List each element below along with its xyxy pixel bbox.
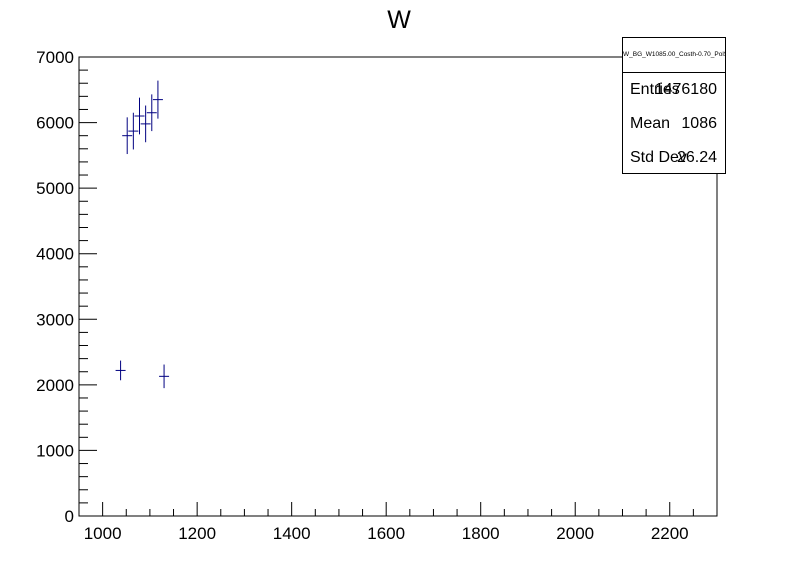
stats-entries-label: Entries (630, 81, 680, 98)
chart-title: W (387, 6, 411, 34)
plot-frame (78, 56, 718, 517)
x-tick-label: 1800 (462, 524, 500, 543)
y-tick-label: 6000 (36, 114, 74, 133)
stats-box: W_BG_W1085.00_Costh-0.70_PolStateO0.50_ … (622, 37, 726, 174)
stats-mean-label: Mean (630, 115, 671, 132)
stats-mean-value: 1086 (681, 115, 717, 132)
axes-group: 0 1000 2000 3000 4000 5000 6000 7000 1000 1200 140… (36, 48, 718, 543)
y-tick-label: 5000 (36, 179, 74, 198)
stats-row-mean: Mean 1086 (623, 107, 725, 141)
stats-row-stddev: Std Dev 26.24 (623, 141, 725, 175)
y-tick-label: 1000 (36, 441, 74, 460)
x-tick-label: 2000 (556, 524, 594, 543)
y-tick-label: 0 (65, 507, 74, 526)
data-points-group (115, 80, 170, 389)
y-tick-label: 7000 (36, 48, 74, 67)
stats-entries-value: 1476180 (654, 81, 717, 98)
stats-row-entries: Entries 1476180 (623, 73, 725, 107)
y-tick-label: 3000 (36, 310, 74, 329)
x-tick-label: 1400 (273, 524, 311, 543)
x-tick-label: 1200 (178, 524, 216, 543)
stats-stddev-value: 26.24 (676, 149, 717, 166)
stats-histogram-name: W_BG_W1085.00_Costh-0.70_PolStateO0.50_ (623, 38, 725, 73)
y-tick-label: 2000 (36, 376, 74, 395)
x-tick-label: 1600 (367, 524, 405, 543)
x-tick-label: 2200 (651, 524, 689, 543)
x-tick-label: 1000 (84, 524, 122, 543)
stats-stddev-label: Std Dev (630, 149, 687, 166)
y-tick-label: 4000 (36, 245, 74, 264)
